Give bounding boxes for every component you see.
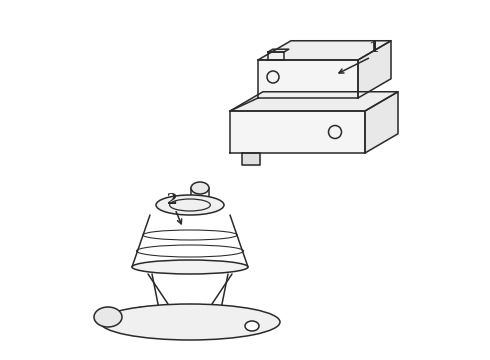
Ellipse shape: [100, 304, 280, 340]
Ellipse shape: [94, 307, 122, 327]
Ellipse shape: [156, 195, 224, 215]
Polygon shape: [258, 41, 391, 60]
Polygon shape: [230, 111, 365, 153]
Ellipse shape: [191, 182, 209, 194]
Polygon shape: [268, 52, 284, 60]
Polygon shape: [358, 41, 391, 98]
Text: 1: 1: [368, 41, 378, 55]
Text: 2: 2: [167, 193, 177, 207]
Polygon shape: [115, 307, 160, 324]
Polygon shape: [258, 60, 358, 98]
Ellipse shape: [132, 260, 248, 274]
Polygon shape: [365, 92, 398, 153]
Polygon shape: [230, 92, 398, 111]
Ellipse shape: [245, 321, 259, 331]
Polygon shape: [242, 153, 260, 165]
Polygon shape: [268, 49, 289, 52]
